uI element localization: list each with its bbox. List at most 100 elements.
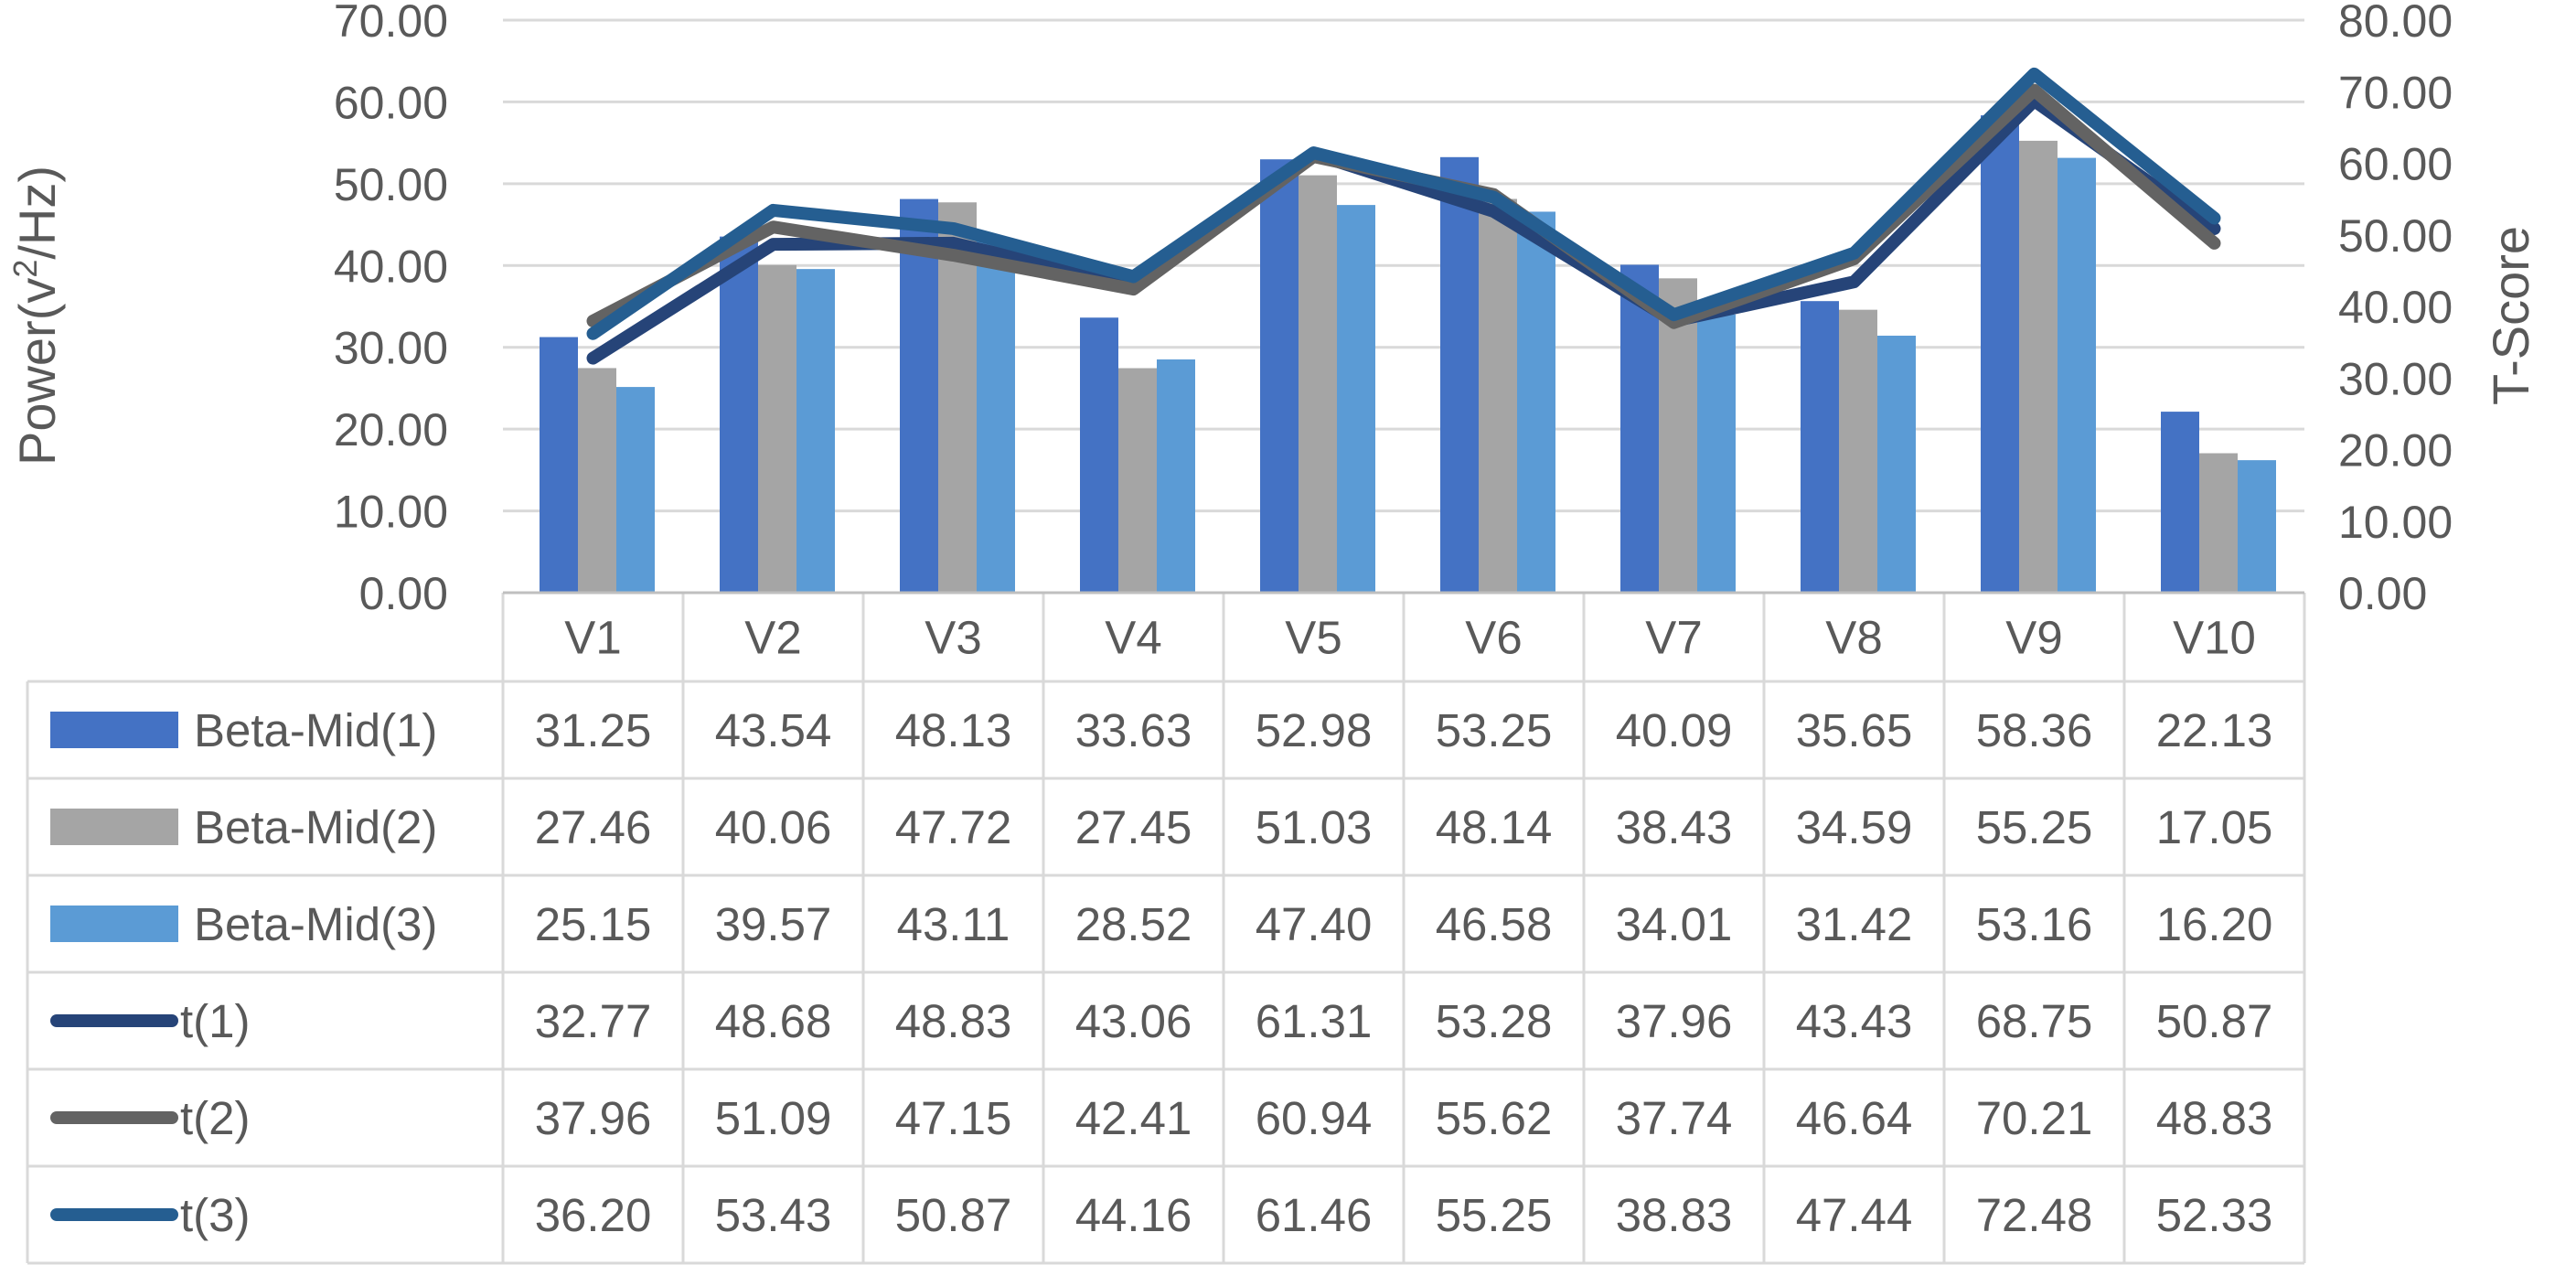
bar — [1299, 175, 1337, 593]
table-cell: 22.13 — [2156, 704, 2273, 756]
right-tick-label: 20.00 — [2338, 425, 2453, 477]
right-y-axis: 0.00 10.00 20.00 30.00 40.00 50.00 60.00 70.00 8… — [2338, 0, 2453, 619]
table-cell: 44.16 — [1075, 1189, 1192, 1241]
category-label: V8 — [1825, 612, 1882, 664]
table-cell: 35.65 — [1796, 704, 1913, 756]
legend-swatch — [50, 809, 178, 845]
table-cell: 48.83 — [895, 995, 1012, 1047]
legend-swatch — [50, 906, 178, 942]
legend-label: Beta-Mid(2) — [194, 801, 437, 853]
right-tick-label: 70.00 — [2338, 67, 2453, 118]
table-cell: 47.15 — [895, 1092, 1012, 1144]
table-cell: 51.09 — [715, 1092, 832, 1144]
bar — [2058, 157, 2096, 593]
right-tick-label: 50.00 — [2338, 210, 2453, 262]
table-cell: 48.68 — [715, 995, 832, 1047]
table-cell: 39.57 — [715, 898, 832, 950]
bar — [1440, 156, 1479, 594]
table-cell: 31.42 — [1796, 898, 1913, 950]
category-label: V5 — [1285, 612, 1341, 664]
table-cell: 34.01 — [1616, 898, 1733, 950]
table-cell: 27.46 — [535, 801, 652, 853]
bar-series — [540, 115, 2276, 594]
data-table: V1 V2 V3 V4 V5 V6 V7 V8 V9 V10 Beta-Mid(1) 31.25 43.… — [26, 591, 2306, 1265]
bar — [1981, 115, 2019, 594]
legend-label: t(3) — [180, 1189, 251, 1241]
table-cell: 25.15 — [535, 898, 652, 950]
category-label: V10 — [2173, 612, 2256, 664]
table-cell: 28.52 — [1075, 898, 1192, 950]
left-tick-label: 40.00 — [334, 241, 448, 292]
left-tick-label: 20.00 — [334, 404, 448, 455]
table-cell: 31.25 — [535, 704, 652, 756]
bar — [616, 387, 655, 593]
table-cell: 47.44 — [1796, 1189, 1913, 1241]
table-cell: 55.25 — [1436, 1189, 1553, 1241]
table-cell: 52.33 — [2156, 1189, 2273, 1241]
bar — [1479, 198, 1517, 594]
right-tick-label: 30.00 — [2338, 353, 2453, 404]
table-cell: 72.48 — [1976, 1189, 2093, 1241]
left-axis-title-main: Power(v — [8, 278, 66, 466]
table-cell: 50.87 — [2156, 995, 2273, 1047]
bar — [796, 269, 835, 593]
table-cell: 52.98 — [1256, 704, 1373, 756]
table-cell: 43.43 — [1796, 995, 1913, 1047]
right-tick-label: 60.00 — [2338, 139, 2453, 190]
bar — [2199, 453, 2238, 593]
table-cell: 46.64 — [1796, 1092, 1913, 1144]
bar — [1839, 309, 1877, 593]
left-tick-label: 10.00 — [334, 487, 448, 538]
bar — [977, 240, 1015, 593]
left-axis-title-sup: 2 — [6, 260, 44, 278]
right-axis-title: T-Score — [2482, 226, 2539, 405]
table-cell: 32.77 — [535, 995, 652, 1047]
table-cell: 53.16 — [1976, 898, 2093, 950]
legend-label: t(2) — [180, 1092, 251, 1144]
table-cell: 37.96 — [1616, 995, 1733, 1047]
right-tick-label: 10.00 — [2338, 497, 2453, 548]
legend-label: Beta-Mid(1) — [194, 704, 437, 756]
table-cell: 48.83 — [2156, 1092, 2273, 1144]
bar — [1337, 205, 1375, 593]
line-series — [586, 67, 2221, 365]
category-label: V4 — [1105, 612, 1161, 664]
bar — [758, 264, 796, 593]
bar — [1157, 359, 1195, 593]
bar — [1260, 159, 1299, 593]
bar — [1877, 336, 1916, 593]
bar — [1697, 314, 1736, 593]
bar — [1801, 301, 1839, 593]
table-cell: 27.45 — [1075, 801, 1192, 853]
bar — [1620, 264, 1659, 593]
table-cell: 46.58 — [1436, 898, 1553, 950]
table-cell: 61.46 — [1256, 1189, 1373, 1241]
bar — [1118, 368, 1157, 593]
legend-label: Beta-Mid(3) — [194, 898, 437, 950]
table-cell: 40.09 — [1616, 704, 1733, 756]
legend-swatch — [50, 712, 178, 748]
table-cell: 70.21 — [1976, 1092, 2093, 1144]
table-cell: 43.06 — [1075, 995, 1192, 1047]
right-tick-label: 80.00 — [2338, 0, 2453, 47]
table-cell: 42.41 — [1075, 1092, 1192, 1144]
table-cell: 17.05 — [2156, 801, 2273, 853]
bar — [1517, 211, 1555, 593]
table-cell: 38.43 — [1616, 801, 1733, 853]
table-cell: 53.25 — [1436, 704, 1553, 756]
table-cell: 38.83 — [1616, 1189, 1733, 1241]
bar — [2238, 460, 2276, 593]
table-cell: 37.74 — [1616, 1092, 1733, 1144]
bar — [900, 198, 938, 593]
category-label: V9 — [2005, 612, 2062, 664]
left-y-axis: 0.00 10.00 20.00 30.00 40.00 50.00 60.00 70.00 — [334, 0, 448, 619]
table-cell: 43.11 — [897, 898, 1010, 950]
table-cell: 68.75 — [1976, 995, 2093, 1047]
table-cell: 48.13 — [895, 704, 1012, 756]
series-line — [586, 83, 2221, 329]
table-cell: 51.03 — [1256, 801, 1373, 853]
bar — [938, 202, 977, 593]
bar — [578, 368, 616, 593]
table-cell: 60.94 — [1256, 1092, 1373, 1144]
